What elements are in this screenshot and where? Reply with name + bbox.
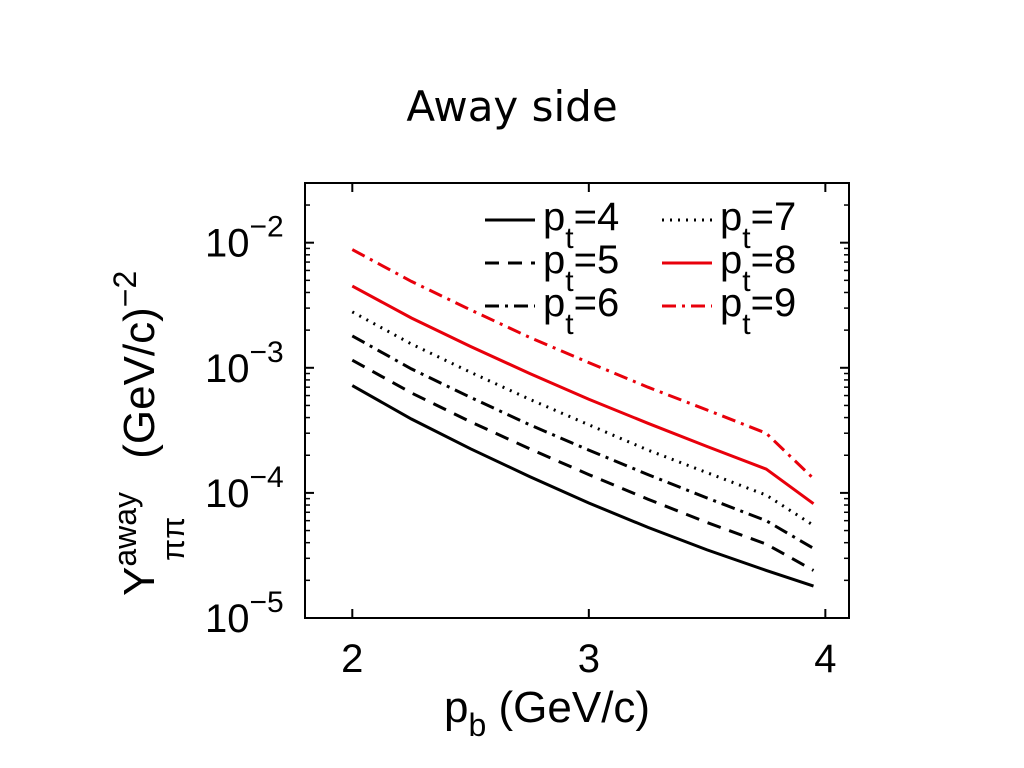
slide-title: Away side: [406, 82, 618, 131]
series-layer: [351, 248, 815, 588]
x-tick-label: 3: [578, 637, 600, 681]
y-axis-label-unit-sup: −2: [107, 271, 143, 307]
series-line-pt-8: [351, 284, 815, 505]
legend-label-pt-7: pt=7: [720, 195, 796, 255]
x-axis-label-main: p: [444, 683, 468, 732]
series-line-pt-6: [351, 334, 815, 550]
y-axis-label-sup: away: [107, 492, 143, 567]
legend-label-pt-9: pt=9: [720, 281, 796, 341]
legend-label-pt-5: pt=5: [543, 238, 619, 298]
series-line-pt-4: [351, 384, 814, 588]
x-axis-label: pb (GeV/c): [444, 683, 650, 743]
series-line-pt-9: [351, 248, 815, 480]
y-tick-label: 10−4: [205, 461, 284, 516]
y-tick-label: 10−2: [205, 211, 284, 266]
x-axis-label-sub: b: [468, 707, 486, 743]
series-line-pt-5: [351, 358, 815, 572]
y-axis-label-sub: ππ: [155, 517, 191, 561]
plot-frame: [304, 182, 850, 619]
legend-label-pt-6: pt=6: [543, 281, 619, 341]
series-line-pt-7: [351, 310, 815, 527]
legend-label-pt-4: pt=4: [543, 195, 619, 255]
y-tick-label: 10−3: [205, 336, 284, 391]
y-axis-label: Yaway ππ (GeV/c)−2: [107, 271, 191, 596]
legend-label-pt-8: pt=8: [720, 238, 796, 298]
legend-layer: pt=4pt=5pt=6 pt=7pt=8pt=9: [485, 195, 796, 341]
x-tick-label: 2: [341, 637, 363, 681]
y-tick-label: 10−5: [205, 586, 284, 641]
y-axis-label-main: Y: [115, 567, 164, 596]
x-tick-label: 4: [814, 637, 836, 681]
y-axis-label-unit: (GeV/c): [115, 307, 164, 471]
x-axis-label-unit: (GeV/c): [486, 683, 650, 732]
ticks-layer: 2 3 4 10−5 10−4 10−3 10−2: [205, 182, 849, 681]
